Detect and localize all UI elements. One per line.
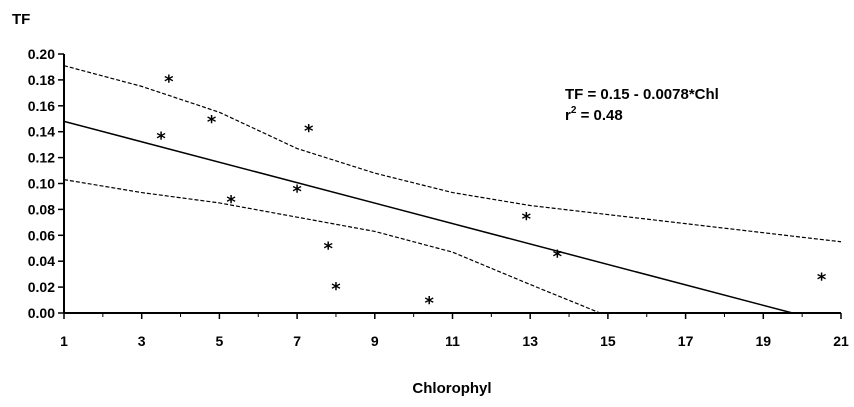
regression-equation: TF = 0.15 - 0.0078*Chl	[565, 86, 719, 103]
regression-line	[63, 120, 793, 314]
lower-confidence-band	[63, 179, 601, 314]
r-squared-symbol: r	[565, 107, 571, 124]
x-tick-label: 11	[445, 333, 460, 349]
y-tick-label: 0.04	[28, 253, 55, 269]
x-axis-ticks: 1 3 5 7 9 11 13 15 17 19 21	[60, 313, 849, 349]
y-tick-label: 0.10	[28, 176, 55, 192]
y-tick-label: 0.20	[28, 46, 55, 62]
data-point: *	[304, 121, 314, 142]
y-tick-label: 0.18	[28, 72, 55, 88]
x-tick-label: 7	[293, 333, 301, 349]
data-point: *	[817, 270, 827, 291]
x-tick-label: 21	[833, 333, 849, 349]
x-tick-label: 13	[522, 333, 538, 349]
x-tick-label: 17	[678, 333, 694, 349]
x-axis-title: Chlorophyl	[412, 380, 491, 397]
y-tick-label: 0.06	[28, 227, 55, 243]
r-squared-label: r2 = 0.48	[565, 105, 623, 124]
data-point: *	[292, 182, 302, 203]
y-axis-title: TF	[12, 11, 30, 28]
data-point: *	[323, 239, 333, 260]
x-tick-label: 19	[756, 333, 772, 349]
y-tick-label: 0.14	[28, 124, 55, 140]
upper-confidence-band	[63, 65, 842, 243]
y-tick-label: 0.00	[28, 305, 55, 321]
x-tick-label: 15	[600, 333, 616, 349]
data-point: *	[553, 246, 563, 267]
data-point: *	[164, 72, 174, 93]
y-tick-label: 0.16	[28, 98, 55, 114]
x-tick-label: 1	[60, 333, 68, 349]
x-tick-label: 9	[371, 333, 379, 349]
data-point: *	[424, 293, 434, 314]
x-tick-label: 3	[138, 333, 146, 349]
y-tick-label: 0.12	[28, 150, 55, 166]
r-squared-value: = 0.48	[576, 107, 622, 124]
y-tick-label: 0.08	[28, 201, 55, 217]
y-tick-label: 0.02	[28, 279, 55, 295]
data-points: * * * * * * * * * * * *	[156, 72, 826, 314]
x-tick-label: 5	[216, 333, 224, 349]
data-point: *	[207, 112, 217, 133]
data-point: *	[522, 209, 532, 230]
data-point: *	[226, 192, 236, 213]
r-squared-superscript: 2	[571, 105, 577, 116]
data-point: *	[156, 129, 166, 150]
y-axis-ticks: 0.00 0.02 0.04 0.06 0.08 0.10 0.12 0.14 0.16 0.18…	[28, 46, 64, 321]
data-point: *	[331, 279, 341, 300]
